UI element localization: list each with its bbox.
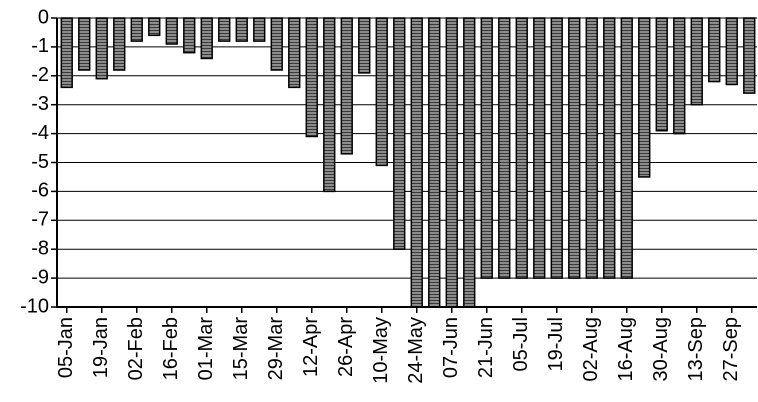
x-tick-label: 12-Apr xyxy=(300,317,322,377)
bar-01-Mar xyxy=(200,17,213,60)
y-tick-labels: 0 -1 -2 -3 -4 -5 -6 -7 -8 -9 -10 xyxy=(20,6,49,317)
bar-04-Oct xyxy=(743,17,756,94)
bar-14-Jun xyxy=(463,17,476,308)
x-tick-label: 19-Jan xyxy=(90,317,112,378)
bar-16-Feb xyxy=(165,17,178,45)
x-tick-label: 16-Aug xyxy=(615,317,637,382)
x-tick-label: 27-Sep xyxy=(720,317,742,382)
bar-21-Jun xyxy=(480,17,493,279)
x-tick-label: 10-May xyxy=(370,317,392,384)
bar-19-Jan xyxy=(95,17,108,80)
x-tick-label: 21-Jun xyxy=(475,317,497,378)
x-tick-label: 01-Mar xyxy=(195,317,217,381)
bar-12-Apr xyxy=(305,17,318,138)
y-tick-label: 0 xyxy=(38,6,49,28)
x-tick-label: 02-Feb xyxy=(125,317,147,380)
bar-23-Feb xyxy=(183,17,196,54)
gridlines xyxy=(57,17,757,308)
x-tick-label: 05-Jan xyxy=(55,317,77,378)
bar-06-Sep xyxy=(673,17,686,135)
bar-13-Sep xyxy=(690,17,703,106)
bar-05-Apr xyxy=(288,17,301,89)
bar-12-Jan xyxy=(78,17,91,71)
bar-12-Jul xyxy=(533,17,546,279)
bar-15-Mar xyxy=(235,17,248,42)
bar-series xyxy=(60,17,756,308)
x-tick-label: 29-Mar xyxy=(265,317,287,381)
bar-17-May xyxy=(393,17,406,250)
bar-16-Aug xyxy=(620,17,633,279)
bar-05-Jan xyxy=(60,17,73,89)
bar-02-Aug xyxy=(585,17,598,279)
x-tick-label: 26-Apr xyxy=(335,317,357,377)
bar-31-May xyxy=(428,17,441,308)
y-tick-label: -8 xyxy=(31,237,49,259)
bar-07-Jun xyxy=(445,17,458,308)
bar-08-Mar xyxy=(218,17,231,42)
x-tick-label: 07-Jun xyxy=(440,317,462,378)
x-tick-label: 02-Aug xyxy=(580,317,602,382)
y-tick-label: -4 xyxy=(31,122,49,144)
x-tick-label: 19-Jul xyxy=(545,317,567,371)
y-tick-label: -6 xyxy=(31,180,49,202)
bar-09-Feb xyxy=(148,17,161,37)
bar-23-Aug xyxy=(638,17,651,178)
bar-02-Feb xyxy=(130,17,143,42)
bar-26-Apr xyxy=(340,17,353,155)
x-tick-label: 05-Jul xyxy=(510,317,532,371)
bar-28-Jun xyxy=(498,17,511,279)
x-tick-label: 30-Aug xyxy=(650,317,672,382)
bar-20-Sep xyxy=(708,17,721,83)
bar-05-Jul xyxy=(515,17,528,279)
bar-27-Sep xyxy=(725,17,738,86)
y-tick-label: -10 xyxy=(20,295,49,317)
bar-24-May xyxy=(410,17,423,308)
y-tick-label: -5 xyxy=(31,151,49,173)
bar-10-May xyxy=(375,17,388,167)
y-tick-label: -7 xyxy=(31,209,49,231)
x-tick-label: 24-May xyxy=(405,317,427,384)
bar-22-Mar xyxy=(253,17,266,42)
y-tick-label: -2 xyxy=(31,64,49,86)
x-tick-label: 13-Sep xyxy=(685,317,707,382)
bar-26-Jan xyxy=(113,17,126,71)
x-tick-label: 15-Mar xyxy=(230,317,252,381)
bar-09-Aug xyxy=(603,17,616,279)
bar-03-May xyxy=(358,17,371,74)
bar-19-Jul xyxy=(550,17,563,279)
bar-19-Apr xyxy=(323,17,336,193)
y-tick-label: -3 xyxy=(31,93,49,115)
bar-30-Aug xyxy=(655,17,668,132)
y-tick-label: -9 xyxy=(31,266,49,288)
axes xyxy=(51,17,757,313)
x-tick-labels: 05-Jan 19-Jan 02-Feb 16-Feb 01-Mar 15-Mar 29-M… xyxy=(55,317,742,384)
y-tick-label: -1 xyxy=(31,35,49,57)
bar-29-Mar xyxy=(270,17,283,71)
bar-26-Jul xyxy=(568,17,581,279)
x-tick-label: 16-Feb xyxy=(160,317,182,380)
